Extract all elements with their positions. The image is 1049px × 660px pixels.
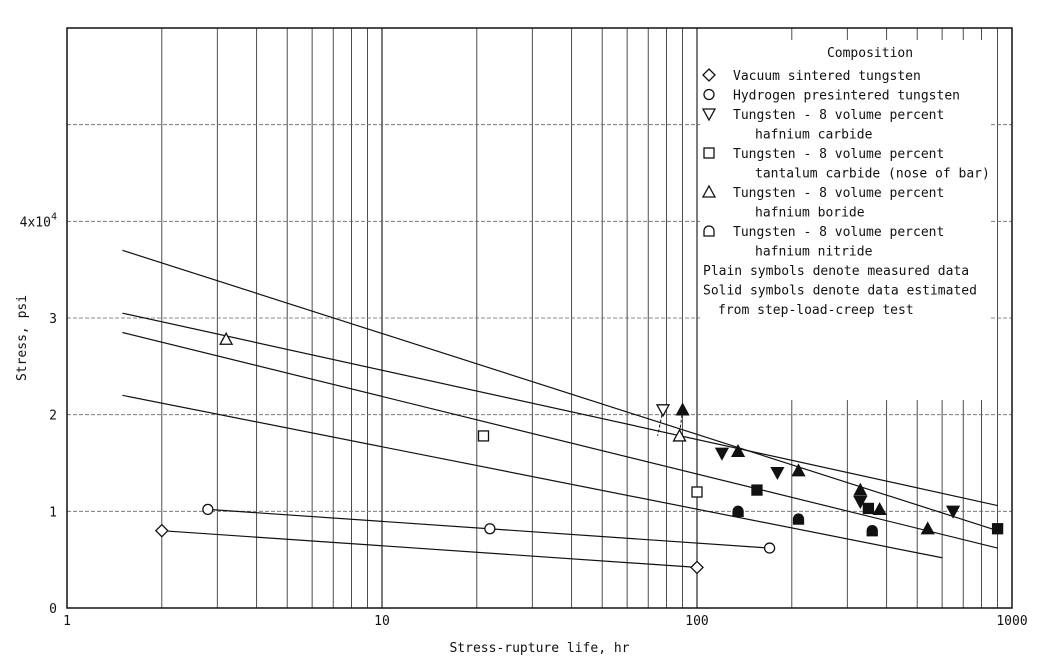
data-point-square	[691, 486, 703, 498]
fit-line	[122, 249, 998, 532]
data-point-triangle-up	[920, 521, 935, 535]
legend-title: Composition	[827, 46, 913, 61]
fit-line	[122, 394, 943, 559]
data-point-triangle-up	[853, 482, 868, 496]
fit-lines	[122, 249, 998, 568]
data-point-arch	[792, 513, 805, 525]
data-point-diamond	[690, 560, 704, 575]
y-tick-label: 1	[49, 505, 57, 520]
plot-frame	[66, 27, 1013, 609]
data-point-diamond	[154, 523, 169, 538]
legend-label: Tungsten - 8 volume percent	[733, 147, 944, 162]
legend-label: hafnium nitride	[755, 245, 873, 260]
data-point-triangle-down	[853, 496, 868, 510]
data-point-arch	[732, 505, 744, 517]
x-tick-label: 100	[685, 614, 708, 629]
legend-label: Tungsten - 8 volume percent	[733, 186, 944, 201]
data-point-triangle-down	[770, 467, 785, 481]
data-point-triangle-up	[219, 331, 234, 345]
legend-background	[700, 40, 990, 400]
data-point-triangle-up	[730, 444, 746, 458]
legend-label: hafnium carbide	[755, 128, 873, 143]
legend-marker-triangle-down	[701, 108, 717, 122]
legend-label: Tungsten - 8 volume percent	[733, 108, 944, 123]
grid	[67, 28, 1012, 608]
x-axis-label: Stress-rupture life, hr	[449, 641, 629, 656]
legend-marker-arch	[703, 225, 715, 237]
data-point-circle	[202, 503, 214, 516]
y-tick-label: 0	[49, 602, 57, 617]
y-tick-label: 4x104	[20, 211, 57, 230]
data-point-square	[477, 430, 490, 442]
legend-label: hafnium boride	[755, 206, 865, 221]
x-tick-label: 10	[374, 614, 390, 629]
data-point-circle	[484, 523, 496, 535]
legend-marker-square	[703, 147, 715, 159]
legend-note: from step-load-creep test	[718, 303, 914, 318]
data-point-triangle-down	[655, 404, 671, 418]
legend-label: Tungsten - 8 volume percent	[733, 225, 944, 240]
data-point-triangle-up	[872, 502, 887, 516]
x-tick-label: 1	[63, 614, 71, 629]
legend-label: Hydrogen presintered tungsten	[733, 89, 960, 104]
data-point-circle	[763, 542, 776, 554]
data-point-triangle-down	[714, 447, 730, 461]
y-axis-label: Stress, psi	[15, 295, 30, 381]
legend-label: tantalum carbide (nose of bar)	[755, 167, 990, 182]
data-point-square	[991, 523, 1004, 535]
data-point-arch	[866, 525, 878, 537]
legend-label: Vacuum sintered tungsten	[733, 69, 921, 84]
legend-note: Solid symbols denote data estimated	[703, 284, 977, 299]
dashed-link	[657, 409, 664, 437]
data-point-square	[751, 484, 763, 496]
data-point-triangle-up	[675, 402, 690, 416]
legend-marker-triangle-up	[701, 184, 717, 198]
data-point-triangle-down	[945, 505, 961, 519]
x-tick-label: 1000	[996, 614, 1027, 629]
data-point-triangle-up	[672, 428, 687, 442]
data-points	[154, 331, 1004, 575]
y-tick-label: 2	[49, 409, 57, 424]
legend-marker-diamond	[702, 68, 716, 82]
legend-marker-circle	[703, 88, 715, 101]
y-tick-label: 3	[49, 312, 57, 327]
fit-line	[122, 312, 998, 507]
legend-note: Plain symbols denote measured data	[703, 264, 969, 279]
legend: Composition Vacuum sintered tungsten Hydr…	[701, 46, 990, 318]
data-point-square	[862, 502, 875, 515]
fit-line	[122, 331, 998, 549]
data-point-triangle-up	[791, 463, 806, 477]
fit-line	[161, 530, 698, 568]
